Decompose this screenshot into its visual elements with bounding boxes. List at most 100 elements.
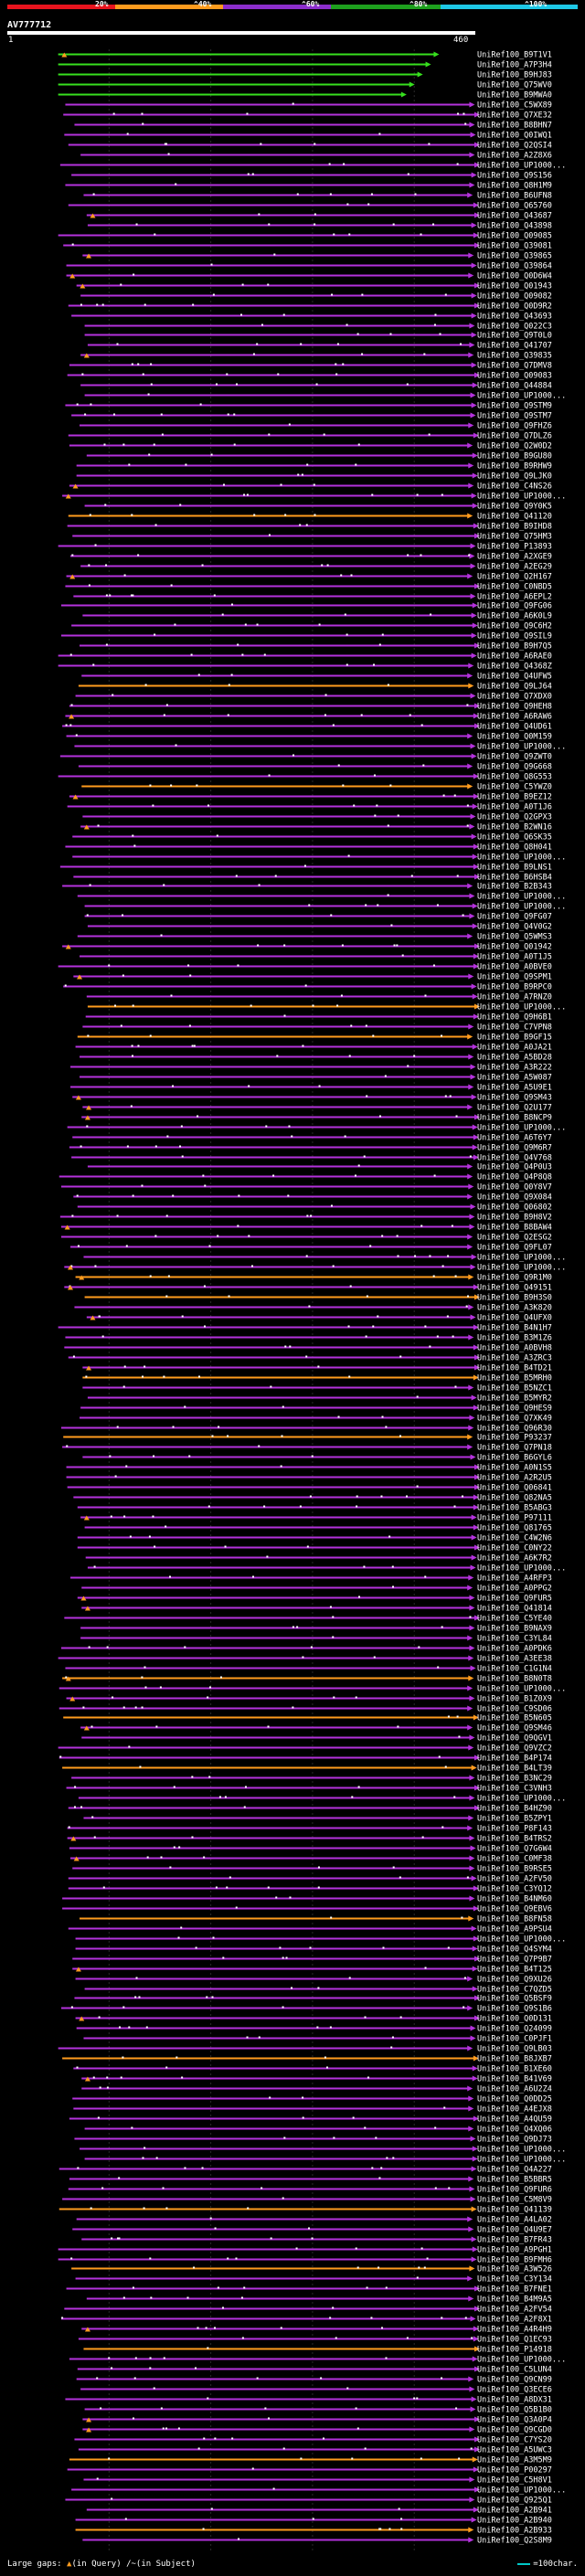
- mismatch-dot: [153, 2387, 155, 2390]
- hit-label: UniRef100_C0NY22: [477, 1544, 552, 1553]
- hit-arrow: [472, 382, 478, 388]
- query-gap-marker: [68, 1265, 74, 1270]
- hit-arrow: [469, 2476, 475, 2483]
- mismatch-dot: [172, 1194, 175, 1197]
- hit-arrow: [467, 1104, 473, 1110]
- mismatch-dot: [350, 574, 353, 577]
- hit-arrow: [433, 51, 440, 58]
- scale-seg-2: [115, 5, 223, 9]
- mismatch-dot: [267, 1886, 270, 1889]
- hit-label: UniRef100_Q2ESG2: [477, 1234, 552, 1243]
- mismatch-dot: [330, 914, 333, 917]
- identity-scale-bar: 20% ^40% ^60% ^80% ^100%: [7, 0, 578, 16]
- mismatch-dot: [365, 1335, 367, 1338]
- hit-arrow: [469, 893, 475, 899]
- hit-label: UniRef100_B9GU80: [477, 452, 552, 461]
- mismatch-dot: [80, 1806, 83, 1808]
- mismatch-dot: [76, 1194, 79, 1197]
- mismatch-dot: [406, 2337, 409, 2339]
- mismatch-dot: [378, 2177, 381, 2179]
- hit-arrow: [474, 2285, 480, 2292]
- mismatch-dot: [217, 1235, 219, 1237]
- mismatch-dot: [296, 1626, 299, 1628]
- mismatch-dot: [108, 2457, 111, 2460]
- mismatch-dot: [128, 1745, 131, 1748]
- mismatch-dot: [132, 2286, 134, 2289]
- mismatch-dot: [147, 393, 150, 396]
- mismatch-dot: [434, 313, 437, 316]
- mismatch-dot: [424, 1325, 427, 1328]
- hit-arrow: [467, 1705, 473, 1712]
- mismatch-dot: [212, 1936, 215, 1939]
- mismatch-dot: [187, 964, 190, 967]
- mismatch-dot: [207, 2347, 209, 2349]
- mismatch-dot: [227, 413, 229, 416]
- mismatch-dot: [118, 2177, 121, 2179]
- mismatch-dot: [207, 1505, 210, 1508]
- hit-arrow: [471, 612, 477, 619]
- mismatch-dot: [241, 283, 244, 286]
- mismatch-dot: [88, 564, 90, 567]
- mismatch-dot: [98, 1315, 101, 1318]
- mismatch-dot: [346, 633, 348, 636]
- hit-arrow: [471, 262, 477, 269]
- mismatch-dot: [329, 193, 332, 196]
- mismatch-dot: [86, 1125, 89, 1128]
- hit-label: UniRef100_C5LUN4: [477, 2366, 552, 2375]
- mismatch-dot: [202, 2528, 205, 2530]
- mismatch-dot: [98, 2016, 101, 2019]
- hit-arrow: [473, 843, 479, 850]
- hit-label: UniRef100_Q43898: [477, 222, 552, 231]
- hit-arrow: [473, 1154, 479, 1161]
- mismatch-dot: [385, 1426, 388, 1428]
- mismatch-dot: [100, 2407, 102, 2410]
- hit-arrow: [469, 122, 475, 128]
- mismatch-dot: [110, 1515, 112, 1518]
- hit-label: UniRef100_Q0D131: [477, 2015, 552, 2024]
- mismatch-dot: [397, 1725, 399, 1728]
- mismatch-dot: [252, 353, 255, 355]
- hit-arrow: [473, 1324, 479, 1330]
- hit-arrow: [474, 2366, 480, 2372]
- hit-arrow: [474, 282, 480, 289]
- hit-label: UniRef100_B4NM60: [477, 1895, 552, 1904]
- mismatch-dot: [203, 1856, 206, 1859]
- hit-arrow: [470, 412, 476, 419]
- mismatch-dot: [154, 633, 156, 636]
- mismatch-dot: [141, 112, 144, 115]
- hit-label: UniRef100_B9GF15: [477, 1034, 552, 1043]
- hit-label: UniRef100_A0BVE0: [477, 963, 552, 972]
- mismatch-dot: [399, 1435, 401, 1437]
- query-gap-marker: [65, 493, 71, 499]
- mismatch-dot: [208, 1245, 211, 1247]
- mismatch-dot: [299, 524, 302, 526]
- mismatch-dot: [92, 2076, 95, 2079]
- mismatch-dot: [441, 1826, 444, 1829]
- mismatch-dot: [132, 834, 134, 837]
- mismatch-dot: [162, 2427, 165, 2430]
- hit-label: UniRef100_A4EJX8: [477, 2105, 552, 2115]
- mismatch-dot: [317, 1365, 320, 1368]
- hit-arrow: [474, 1615, 480, 1621]
- mismatch-dot: [144, 684, 147, 686]
- mismatch-dot: [292, 102, 294, 105]
- mismatch-dot: [130, 594, 133, 597]
- mismatch-dot: [443, 2106, 446, 2109]
- mismatch-dot: [250, 1265, 253, 1267]
- mismatch-dot: [123, 1365, 126, 1368]
- mismatch-dot: [423, 353, 426, 355]
- mismatch-dot: [105, 594, 108, 597]
- mismatch-dot: [268, 223, 271, 226]
- hit-arrow: [472, 2356, 478, 2362]
- mismatch-dot: [219, 1676, 222, 1679]
- hit-arrow: [473, 1885, 479, 1892]
- hit-label: UniRef100_Q41120: [477, 513, 552, 522]
- mismatch-dot: [376, 804, 378, 807]
- hit-arrow: [468, 1744, 474, 1751]
- mismatch-dot: [470, 2447, 473, 2450]
- hit-label: UniRef100_A0N1S5: [477, 1464, 552, 1473]
- hit-arrow: [471, 493, 477, 499]
- hit-arrow: [473, 2507, 479, 2513]
- hit-label: UniRef100_B4TD21: [477, 1364, 552, 1373]
- mismatch-dot: [72, 1355, 75, 1358]
